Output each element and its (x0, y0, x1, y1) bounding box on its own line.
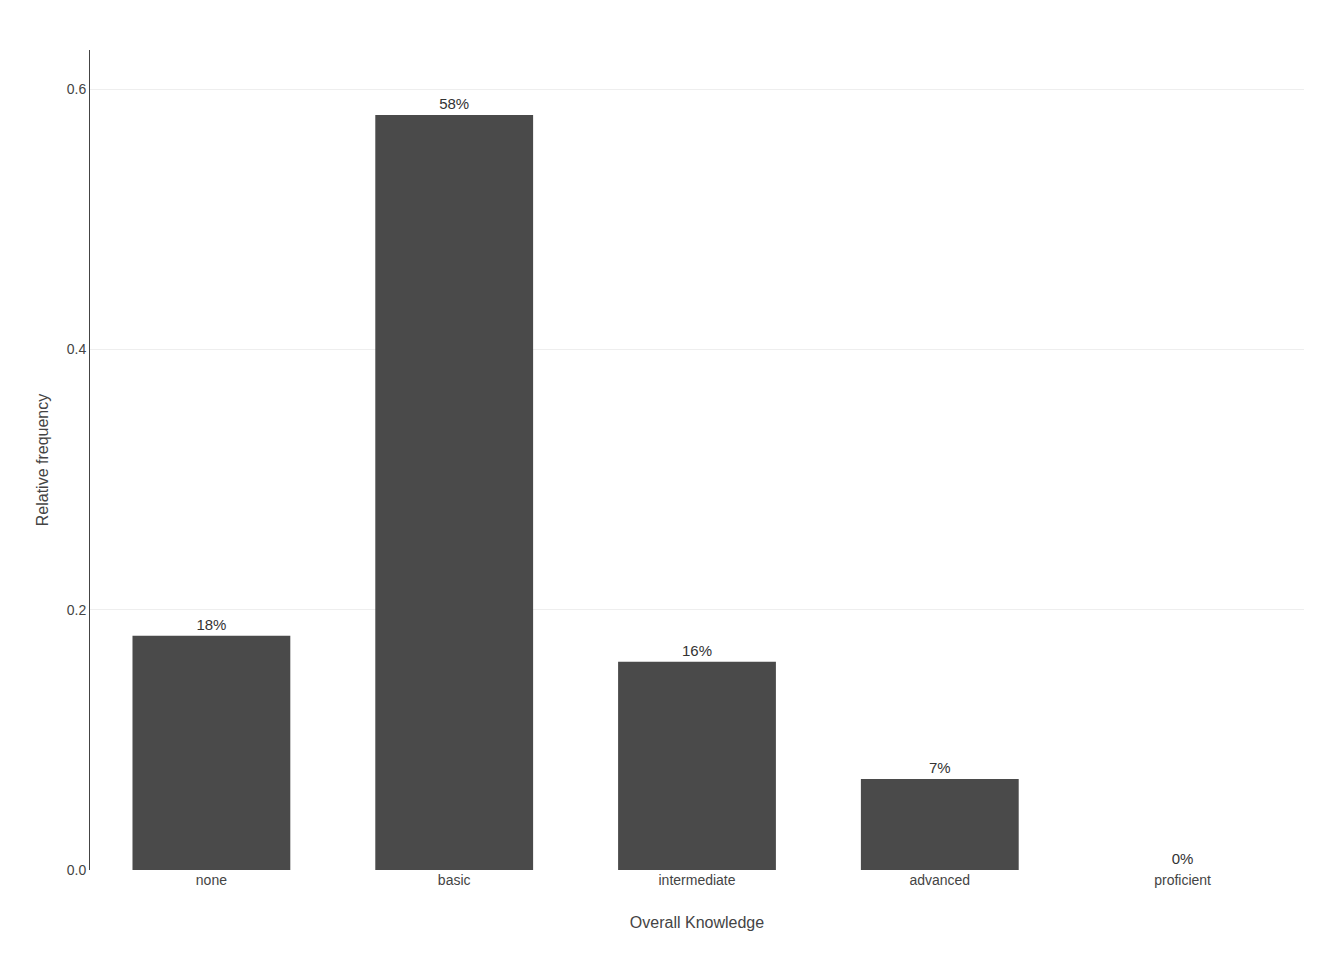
svg-text:0.6: 0.6 (67, 81, 87, 97)
svg-text:0.0: 0.0 (67, 862, 87, 878)
svg-text:58%: 58% (439, 95, 469, 112)
svg-text:7%: 7% (929, 759, 951, 776)
svg-text:18%: 18% (196, 616, 226, 633)
svg-text:0%: 0% (1172, 850, 1194, 867)
svg-text:basic: basic (438, 872, 471, 888)
svg-text:Relative frequency: Relative frequency (34, 394, 51, 527)
svg-text:advanced: advanced (909, 872, 970, 888)
svg-text:none: none (196, 872, 227, 888)
svg-text:0.4: 0.4 (67, 341, 87, 357)
svg-text:proficient: proficient (1154, 872, 1211, 888)
svg-text:16%: 16% (682, 642, 712, 659)
svg-text:intermediate: intermediate (658, 872, 735, 888)
svg-text:0.2: 0.2 (67, 602, 87, 618)
svg-text:Overall Knowledge: Overall Knowledge (630, 914, 764, 931)
